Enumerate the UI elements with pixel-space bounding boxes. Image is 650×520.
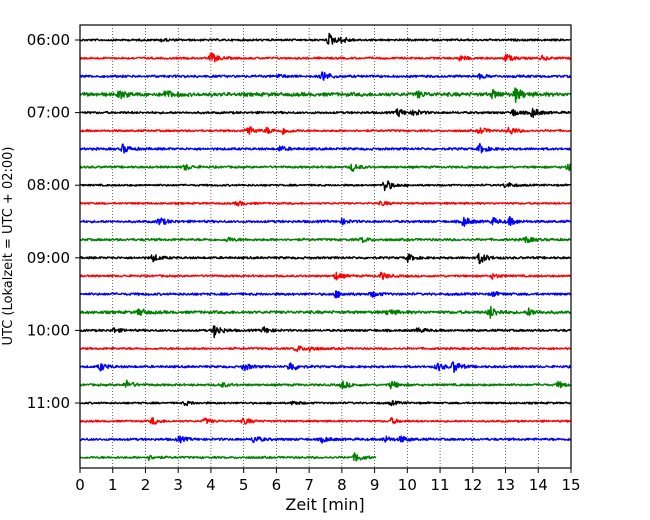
x-tick-label: 4 [206,476,216,494]
x-tick-label: 1 [108,476,118,494]
x-gridlines [112,25,539,468]
trace-0715 [79,126,572,136]
trace-0815 [79,200,572,207]
y-tick-label: 06:00 [27,31,70,49]
x-tick-label: 14 [529,476,548,494]
y-tick-label: 09:00 [27,249,70,267]
trace-1045 [79,379,572,390]
trace-0800 [79,180,571,192]
trace-0930 [79,290,572,299]
y-axis-ticks: 06:00 07:00 08:00 09:00 10:00 11:00 [27,31,80,412]
trace-0645 [79,87,572,104]
y-axis-title: UTC (Lokalzeit = UTC + 02:00) [1,147,16,346]
x-tick-label: 3 [173,476,183,494]
x-axis-ticks: 0 1 2 3 4 5 6 7 8 9 10 11 12 13 14 15 [75,468,581,494]
trace-1130 [79,435,571,444]
x-tick-label: 6 [272,476,282,494]
x-tick-label: 15 [561,476,580,494]
trace-0600 [79,32,571,45]
trace-0700 [79,107,571,119]
trace-0630 [79,71,572,81]
trace-1015 [79,345,572,353]
plot-frame [79,24,572,469]
plot-area [80,25,571,468]
x-tick-label: 0 [75,476,85,494]
trace-0730 [79,142,571,154]
trace-0915 [79,271,572,281]
x-tick-label: 13 [496,476,515,494]
x-tick-label: 9 [370,476,380,494]
trace-1115 [79,417,571,425]
x-tick-label: 2 [141,476,151,494]
trace-0830 [79,216,572,227]
trace-0615 [79,52,571,63]
trace-0945 [79,305,572,319]
x-tick-label: 11 [431,476,450,494]
x-tick-label: 8 [337,476,347,494]
y-tick-label: 07:00 [27,104,70,122]
y-tick-label: 10:00 [27,321,70,339]
x-tick-label: 12 [463,476,482,494]
trace-1030 [79,361,572,373]
trace-0845 [79,236,572,244]
x-tick-label: 10 [398,476,417,494]
trace-1145 [79,452,377,462]
y-tick-label: 11:00 [27,394,70,412]
x-tick-label: 5 [239,476,249,494]
trace-1000 [79,325,571,339]
y-tick-label: 08:00 [27,176,70,194]
x-axis-title: Zeit [min] [285,495,364,514]
trace-1100 [79,399,572,407]
traces [79,32,572,462]
x-tick-label: 7 [304,476,314,494]
trace-0900 [79,252,572,265]
trace-0745 [79,163,572,172]
